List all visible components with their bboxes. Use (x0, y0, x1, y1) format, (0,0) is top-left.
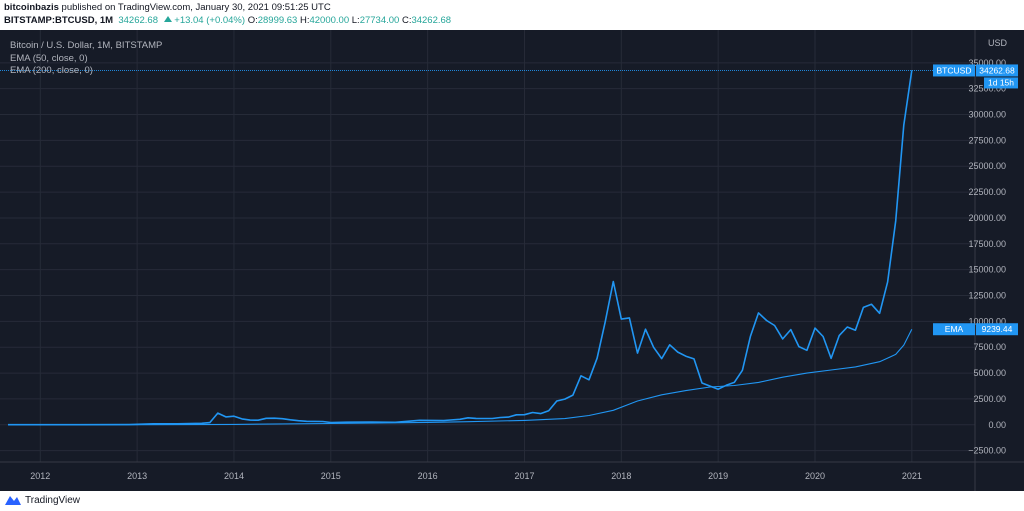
x-tick-label: 2017 (514, 471, 534, 481)
tradingview-logo-icon (5, 496, 21, 505)
y-tick-label: 25000.00 (968, 161, 1006, 171)
open-label: O: (247, 15, 258, 26)
y-tick-label: −2500.00 (968, 446, 1006, 456)
y-tick-label: 20000.00 (968, 213, 1006, 223)
y-tick-label: 7500.00 (973, 342, 1006, 352)
x-tick-label: 2021 (902, 471, 922, 481)
tradingview-brand[interactable]: TradingView (25, 495, 81, 506)
x-tick-label: 2018 (611, 471, 631, 481)
x-tick-label: 2013 (127, 471, 147, 481)
x-tick-label: 2016 (418, 471, 438, 481)
price-tag-value: 34262.68 (979, 65, 1015, 75)
y-tick-label: 32500.00 (968, 84, 1006, 94)
quote-line: BITSTAMP:BTCUSD, 1M 34262.68 +13.04 (+0.… (4, 15, 451, 26)
x-tick-label: 2019 (708, 471, 728, 481)
currency-label: USD (988, 38, 1008, 48)
y-tick-label: 15000.00 (968, 265, 1006, 275)
x-tick-label: 2015 (321, 471, 341, 481)
legend-ema200[interactable]: EMA (200, close, 0) (10, 65, 93, 76)
y-tick-label: 5000.00 (973, 368, 1006, 378)
price-chart[interactable]: −2500.00 0.00 2500.00 5000.00 7500.00 10000.0… (0, 30, 1024, 491)
close-value: 34262.68 (411, 15, 452, 26)
y-tick-label: 35000.00 (968, 58, 1006, 68)
ema-tag-value-box (976, 323, 1018, 336)
ema-tag-name-box (933, 323, 975, 336)
x-tick-label: 2020 (805, 471, 825, 481)
high-value: 42000.00 (309, 15, 350, 26)
price-tag-value-box (976, 64, 1018, 77)
x-tick-label: 2012 (30, 471, 50, 481)
price-tag-name-box (933, 64, 975, 77)
y-tick-label: 10000.00 (968, 316, 1006, 326)
y-tick-label: 17500.00 (968, 239, 1006, 249)
price-tag-timer: 1d 15h (988, 77, 1014, 87)
symbol-label: BITSTAMP:BTCUSD, 1M (4, 15, 114, 26)
last-price: 34262.68 (118, 15, 158, 26)
ema-series-line (8, 328, 913, 426)
chart-header: bitcoinbazis published on TradingView.co… (0, 0, 1024, 30)
close-label: C: (401, 15, 412, 26)
publish-text: published on TradingView.com, January 30… (61, 2, 331, 13)
price-series-line (8, 70, 913, 426)
price-change: +13.04 (+0.04%) (174, 15, 246, 26)
y-tick-label: 2500.00 (973, 394, 1006, 404)
x-tick-label: 2014 (224, 471, 244, 481)
high-label: H: (299, 15, 310, 26)
author-name[interactable]: bitcoinbazis (4, 2, 59, 13)
ema-tag-value: 9239.44 (982, 324, 1013, 334)
price-tag-timer-box (984, 77, 1018, 89)
publish-line: bitcoinbazis published on TradingView.co… (4, 2, 331, 13)
price-tag-name: BTCUSD (937, 65, 972, 75)
y-tick-label: 22500.00 (968, 187, 1006, 197)
up-arrow-icon (163, 16, 172, 22)
low-label: L: (351, 15, 360, 26)
low-value: 27734.00 (359, 15, 400, 26)
y-tick-label: 0.00 (988, 420, 1006, 430)
legend-symbol[interactable]: Bitcoin / U.S. Dollar, 1M, BITSTAMP (10, 40, 163, 51)
ema-tag-name: EMA (945, 324, 964, 334)
y-tick-label: 30000.00 (968, 110, 1006, 120)
legend-ema50[interactable]: EMA (50, close, 0) (10, 53, 88, 64)
chart-area[interactable]: −2500.00 0.00 2500.00 5000.00 7500.00 10000.0… (0, 30, 1024, 491)
open-value: 28999.63 (257, 15, 298, 26)
y-tick-label: 27500.00 (968, 135, 1006, 145)
y-tick-label: 12500.00 (968, 291, 1006, 301)
footer: TradingView (0, 491, 1024, 511)
